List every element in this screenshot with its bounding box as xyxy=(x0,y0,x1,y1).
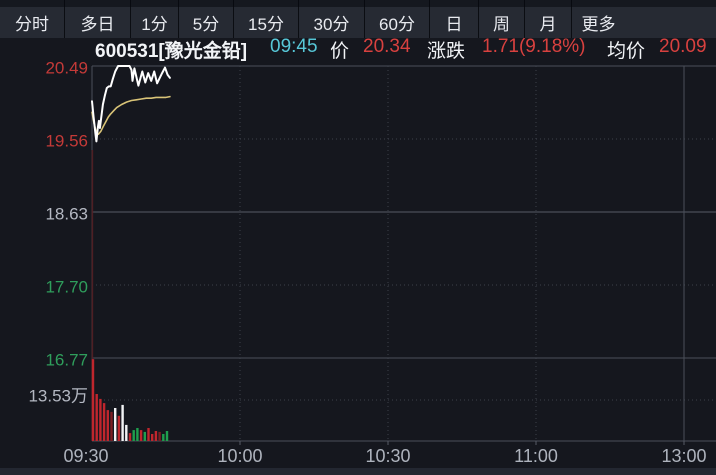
tab-分时[interactable]: 分时 xyxy=(15,14,49,34)
tab-多日[interactable]: 多日 xyxy=(64,0,130,38)
tab-更多[interactable]: 更多 xyxy=(571,0,625,38)
tab-5分[interactable]: 5分 xyxy=(178,0,233,38)
x-axis-tick-10:00: 10:00 xyxy=(217,446,263,466)
tab-月[interactable]: 月 xyxy=(524,0,571,38)
y-axis-tick-16.77: 16.77 xyxy=(45,350,88,370)
tab-1分[interactable]: 1分 xyxy=(130,0,178,38)
change-label: 涨跌 xyxy=(427,41,466,62)
volume-scale-label: 13.53万 xyxy=(28,386,88,406)
x-axis-tick-09:30: 09:30 xyxy=(63,446,109,466)
y-axis-tick-20.49: 20.49 xyxy=(45,58,88,78)
x-axis-tick-13:00: 13:00 xyxy=(661,446,707,466)
price-label: 价 xyxy=(330,41,350,62)
quote-info-row: 600531[豫光金铅] 09:45 价 20.34 涨跌 1.71(9.18%… xyxy=(0,36,716,62)
tab-日[interactable]: 日 xyxy=(429,0,478,38)
current-price: 20.34 xyxy=(363,36,411,57)
tab-周[interactable]: 周 xyxy=(478,0,524,38)
avg-price-label: 均价 xyxy=(607,41,646,62)
y-axis-tick-17.70: 17.70 xyxy=(45,277,88,297)
change-value: 1.71(9.18%) xyxy=(482,36,586,57)
stock-code-name: 600531[豫光金铅] xyxy=(95,41,248,62)
quote-time: 09:45 xyxy=(270,36,318,57)
y-axis-tick-19.56: 19.56 xyxy=(45,131,88,151)
y-axis-tick-18.63: 18.63 xyxy=(45,204,88,224)
x-axis-tick-11:00: 11:00 xyxy=(514,446,558,466)
x-axis-tick-10:30: 10:30 xyxy=(365,446,411,466)
tab-15分[interactable]: 15分 xyxy=(233,0,298,38)
tab-30分[interactable]: 30分 xyxy=(298,0,364,38)
bottom-panel-edge xyxy=(0,468,716,475)
tab-60分[interactable]: 60分 xyxy=(364,0,429,38)
avg-price-value: 20.09 xyxy=(659,36,707,57)
